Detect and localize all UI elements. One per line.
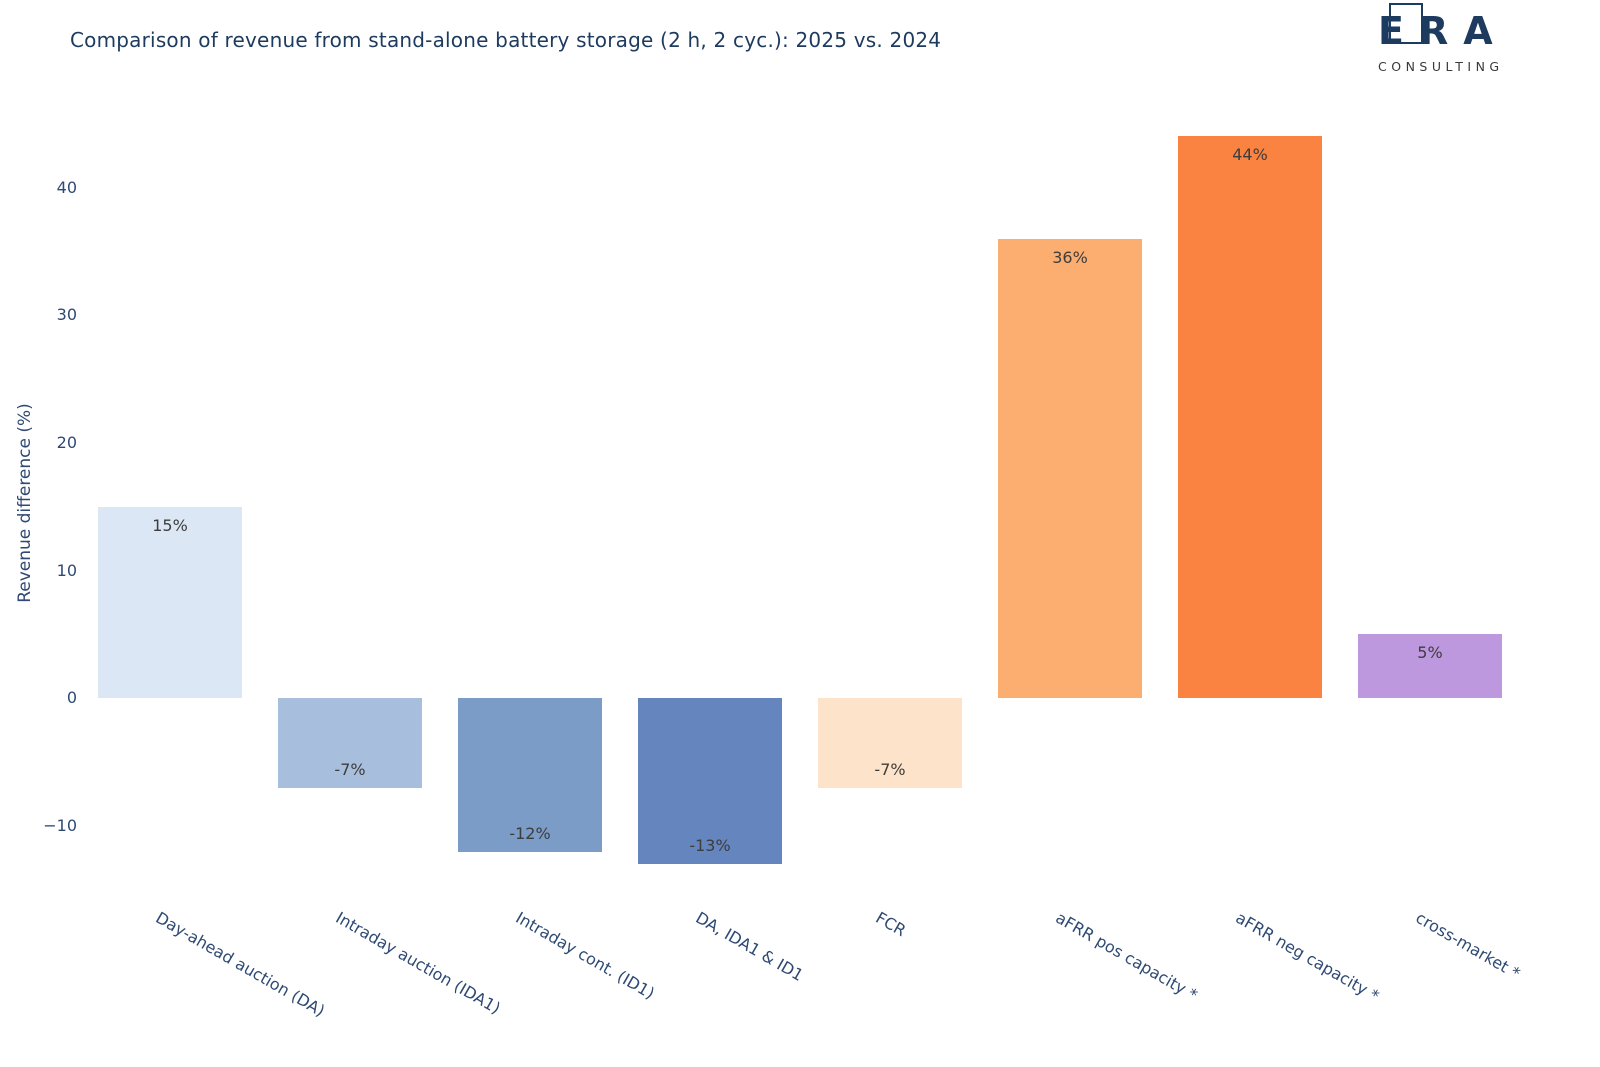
bar-value-label: 44% bbox=[1232, 145, 1268, 165]
logo-subtitle: CONSULTING bbox=[1378, 59, 1504, 74]
x-tick-label: FCR bbox=[872, 908, 910, 941]
x-tick-label: Intraday auction (IDA1) bbox=[332, 908, 504, 1018]
x-tick-label: aFRR pos capacity * bbox=[1052, 908, 1201, 1005]
bar-value-label: 5% bbox=[1417, 643, 1443, 663]
bar-value-label: -13% bbox=[689, 836, 731, 856]
y-tick-label: 10 bbox=[56, 560, 77, 580]
logo-letter: E bbox=[1378, 9, 1404, 53]
x-tick-label: DA, IDA1 & ID1 bbox=[692, 908, 807, 985]
bar-value-label: 36% bbox=[1052, 247, 1088, 267]
bar-value-label: -7% bbox=[334, 759, 366, 779]
bar-value-label: -12% bbox=[509, 823, 551, 843]
y-tick-label: 30 bbox=[56, 305, 77, 325]
logo-wordmark: E R A bbox=[1378, 3, 1518, 53]
bar bbox=[818, 698, 962, 788]
era-consulting-logo: E R A CONSULTING bbox=[1378, 3, 1518, 74]
x-tick-label: Intraday cont. (ID1) bbox=[512, 908, 658, 1003]
bar bbox=[278, 698, 422, 788]
bar bbox=[458, 698, 602, 852]
bar bbox=[638, 698, 782, 865]
bar bbox=[998, 238, 1142, 699]
y-tick-label: 0 bbox=[66, 688, 77, 708]
y-tick-label: −10 bbox=[43, 816, 77, 835]
bar-value-label: 15% bbox=[152, 515, 188, 535]
x-tick-label: aFRR neg capacity * bbox=[1232, 908, 1383, 1006]
logo-letter: A bbox=[1463, 9, 1493, 53]
y-tick-label: 40 bbox=[56, 177, 77, 197]
bar bbox=[1358, 634, 1502, 699]
x-tick-label: cross-market * bbox=[1412, 908, 1524, 984]
logo-letter: R bbox=[1418, 9, 1449, 53]
bar bbox=[98, 506, 242, 699]
bar-value-label: -7% bbox=[874, 759, 906, 779]
x-tick-label: Day-ahead auction (DA) bbox=[152, 908, 329, 1021]
y-tick-label: 20 bbox=[56, 432, 77, 452]
bar bbox=[1178, 136, 1322, 699]
logo-square-outline-icon bbox=[1389, 3, 1423, 44]
chart-title: Comparison of revenue from stand-alone b… bbox=[70, 28, 942, 52]
